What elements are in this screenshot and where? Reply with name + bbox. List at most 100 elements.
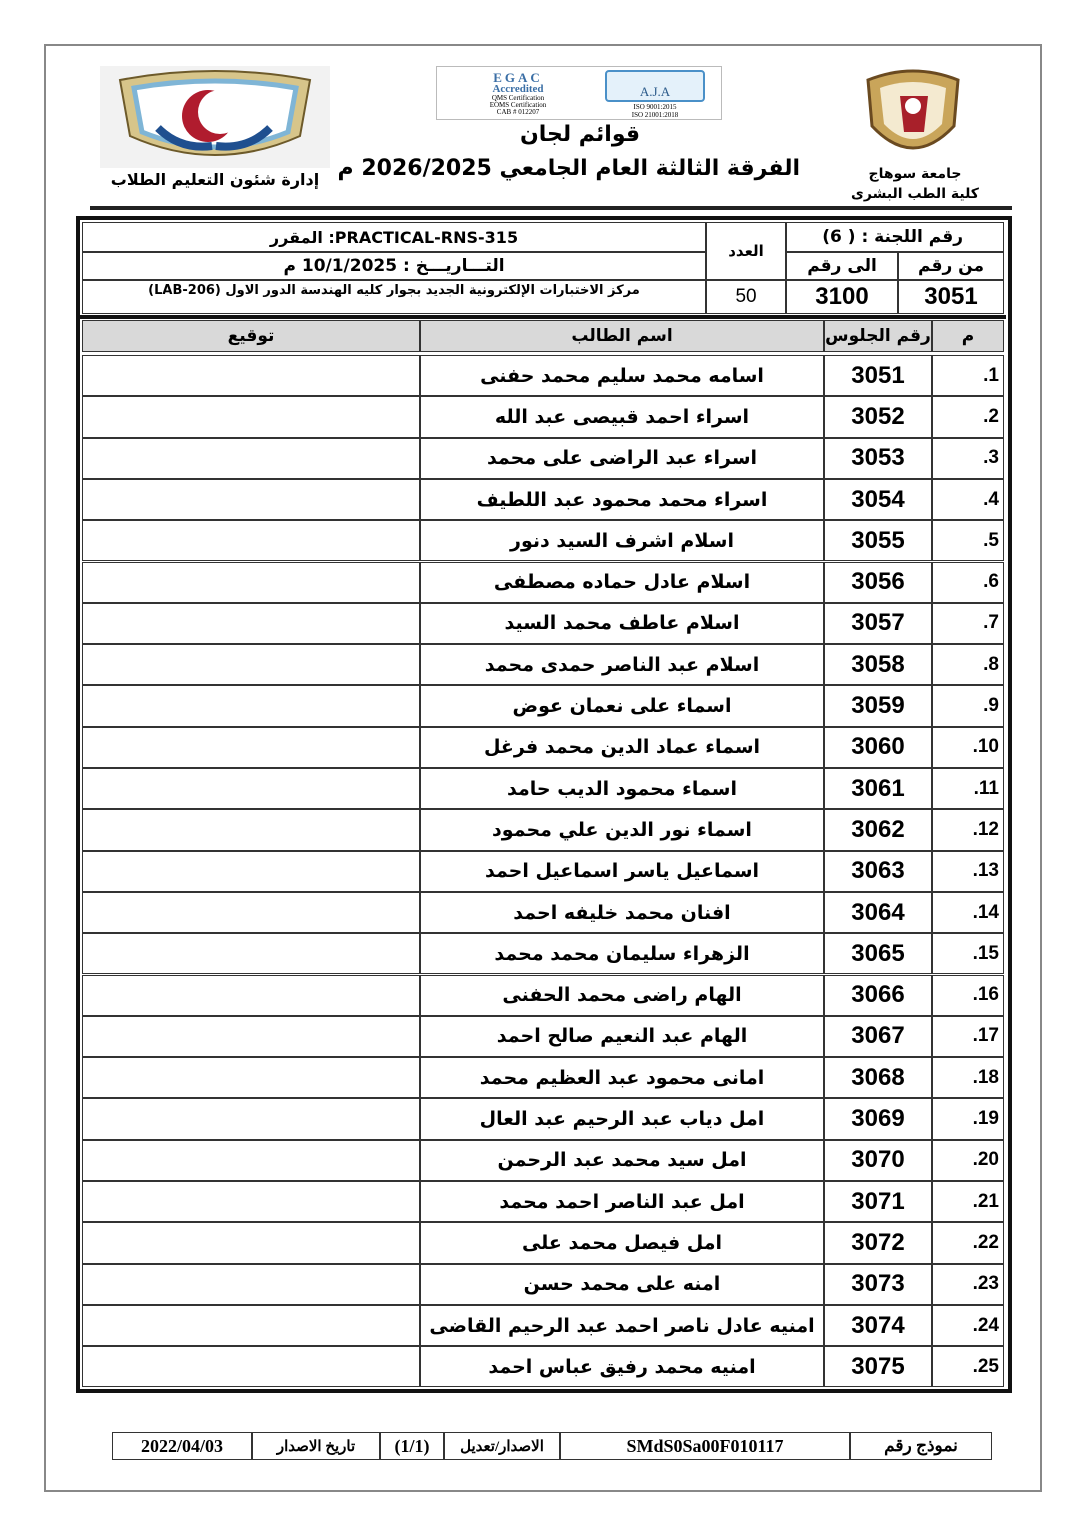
count-value: 50 [706,280,786,314]
row-signature-cell[interactable] [82,685,420,727]
row-signature-cell[interactable] [82,1181,420,1223]
row-index: 24. [932,1304,1004,1347]
row-signature-cell[interactable] [82,850,420,892]
row-signature-cell[interactable] [82,1139,420,1181]
committee-number: رقم اللجنة : ( 6) [786,222,1004,252]
row-student-name: اسراء محمد محمود عبد اللطيف [420,478,824,521]
row-index: 25. [932,1346,1004,1388]
row-student-name: امنه على محمد حسن [420,1263,824,1305]
row-student-name: امل سيد محمد عبد الرحمن [420,1139,824,1181]
row-seat-number: 3072 [824,1222,932,1264]
row-signature-cell[interactable] [82,933,420,975]
header-seat-number: رقم الجلوس [824,320,932,352]
row-seat-number: 3067 [824,1015,932,1058]
row-student-name: اسلام عادل حماده مصطفى [420,561,824,603]
row-signature-cell[interactable] [82,891,420,934]
row-index: 4. [932,478,1004,521]
row-index: 18. [932,1057,1004,1099]
row-student-name: اسماء على نعمان عوض [420,685,824,727]
row-index: 10. [932,726,1004,768]
row-signature-cell[interactable] [82,1098,420,1140]
row-seat-number: 3073 [824,1263,932,1305]
row-student-name: امل عبد الناصر احمد محمد [420,1181,824,1223]
row-index: 12. [932,809,1004,851]
page-border [44,44,1042,1492]
to-value: 3100 [786,280,898,314]
row-student-name: اسامه محمد سليم محمد حفنى [420,355,824,397]
course-name: PRACTICAL-RNS-315: المقرر [82,222,706,252]
row-seat-number: 3062 [824,809,932,851]
row-index: 7. [932,602,1004,645]
row-student-name: اسماء محمود الديب حامد [420,768,824,810]
sohag-university-emblem-icon [866,69,960,150]
row-seat-number: 3055 [824,520,932,562]
row-signature-cell[interactable] [82,561,420,603]
row-student-name: الهام راضى محمد الحفنى [420,974,824,1016]
page-subtitle: الفرقة الثالثة العام الجامعي 2026/2025 م [337,156,800,181]
header-student-name: اسم الطالب [420,320,824,352]
row-index: 20. [932,1139,1004,1181]
row-student-name: اسلام عبد الناصر حمدى محمد [420,644,824,686]
row-seat-number: 3052 [824,396,932,438]
row-index: 6. [932,561,1004,603]
header-index: م [932,320,1004,352]
row-index: 23. [932,1263,1004,1305]
row-student-name: اسراء عبد الراضى على محمد [420,437,824,479]
row-seat-number: 3070 [824,1139,932,1181]
row-signature-cell[interactable] [82,1346,420,1388]
eoms-text: EOMS Certification [489,101,547,109]
row-signature-cell[interactable] [82,768,420,810]
row-signature-cell[interactable] [82,809,420,851]
row-index: 14. [932,891,1004,934]
exam-location: مركز الاختبارات الإلكترونية الجديد بجوار… [82,280,706,314]
row-signature-cell[interactable] [82,355,420,397]
exam-date: التـــاريـــخ : 10/1/2025 م [82,252,706,280]
row-signature-cell[interactable] [82,726,420,768]
certification-logo: EGAC Accredited QMS Certification EOMS C… [436,66,722,120]
to-label: الى رقم [786,252,898,280]
row-seat-number: 3054 [824,478,932,521]
row-signature-cell[interactable] [82,1304,420,1347]
row-index: 22. [932,1222,1004,1264]
row-seat-number: 3074 [824,1304,932,1347]
row-seat-number: 3061 [824,768,932,810]
row-signature-cell[interactable] [82,974,420,1016]
row-signature-cell[interactable] [82,1263,420,1305]
row-student-name: امانى محمود عبد العظيم محمد [420,1057,824,1099]
row-index: 13. [932,850,1004,892]
iso-9001-text: ISO 9001:2015 [633,103,677,111]
row-signature-cell[interactable] [82,1222,420,1264]
aja-globe-icon: A.J.A [605,70,705,102]
row-student-name: امل فيصل محمد على [420,1222,824,1264]
row-index: 2. [932,396,1004,438]
row-seat-number: 3075 [824,1346,932,1388]
accredited-text: Accredited [492,83,544,95]
row-student-name: امنيه عادل ناصر احمد عبد الرحيم القاضى [420,1304,824,1347]
row-student-name: اسلام اشرف السيد دنور [420,520,824,562]
row-seat-number: 3069 [824,1098,932,1140]
row-signature-cell[interactable] [82,1015,420,1058]
row-index: 8. [932,644,1004,686]
row-signature-cell[interactable] [82,602,420,645]
row-index: 3. [932,437,1004,479]
row-index: 1. [932,355,1004,397]
row-signature-cell[interactable] [82,396,420,438]
page-title: قوائم لجان [519,122,641,147]
row-signature-cell[interactable] [82,644,420,686]
row-seat-number: 3051 [824,355,932,397]
row-signature-cell[interactable] [82,520,420,562]
qms-text: QMS Certification [491,94,545,102]
row-student-name: الهام عبد النعيم صالح احمد [420,1015,824,1058]
form-number-label: نموذج رقم [850,1432,992,1460]
row-index: 11. [932,768,1004,810]
from-label: من رقم [898,252,1004,280]
row-signature-cell[interactable] [82,1057,420,1099]
row-signature-cell[interactable] [82,437,420,479]
row-index: 21. [932,1181,1004,1223]
faculty-name: كلية الطب البشرى [851,186,979,202]
faculty-logo [100,66,330,168]
row-seat-number: 3063 [824,850,932,892]
row-signature-cell[interactable] [82,478,420,521]
count-label: العدد [706,222,786,280]
row-student-name: اسماء عماد الدين محمد فرغل [420,726,824,768]
